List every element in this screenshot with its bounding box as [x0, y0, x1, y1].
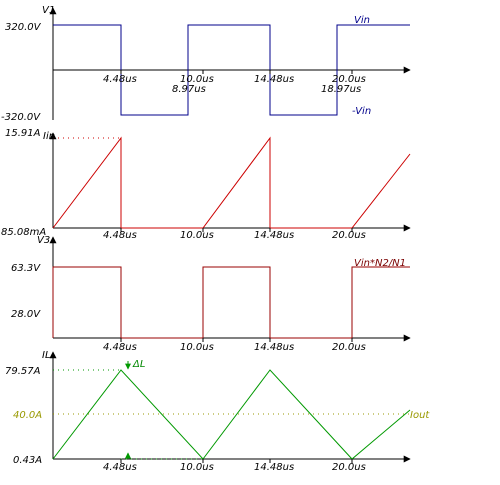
- il-ymid-label: 40.0A: [13, 410, 42, 421]
- panel-v3: V3 63.3V 28.0V 4.48us 10.0us 14.48us 20.…: [11, 235, 411, 353]
- iin-ymax-label: 15.91A: [5, 128, 41, 139]
- v3-trace: [52, 266, 410, 339]
- v3-ymid-label: 28.0V: [11, 309, 41, 320]
- iin-trace: [52, 136, 411, 229]
- v3-x-tick-label: 14.48us: [254, 342, 294, 353]
- v3-signal-label: V3: [37, 235, 50, 246]
- il-x-tick-label: 14.48us: [254, 462, 294, 473]
- il-ymax-label: 79.57A: [5, 366, 41, 377]
- il-ymin-label: 0.43A: [13, 455, 42, 466]
- iin-signal-label: Iin: [43, 131, 55, 142]
- delta-l-label: ΔL: [132, 359, 145, 370]
- v1-ymin-label: -320.0V: [1, 112, 41, 123]
- v1-x-tick-label: 4.48us: [103, 74, 137, 85]
- v3-x-tick-label: 20.0us: [332, 342, 366, 353]
- v1-x-extra-tick-label: 18.97us: [321, 84, 361, 95]
- v1-x-tick-label: 20.0us: [332, 74, 366, 85]
- il-x-tick-label: 4.48us: [103, 462, 137, 473]
- v1-x-extra-tick-label: 8.97us: [172, 84, 206, 95]
- neg-vin-label: -Vin: [352, 106, 371, 117]
- iin-x-tick-label: 14.48us: [254, 230, 294, 241]
- v3-x-tick-label: 4.48us: [103, 342, 137, 353]
- iin-ymin-label: 85.08mA: [1, 227, 46, 238]
- v3-ymax-label: 63.3V: [11, 263, 41, 274]
- v1-x-tick-label: 14.48us: [254, 74, 294, 85]
- iin-x-tick-label: 10.0us: [180, 230, 214, 241]
- il-trace: [52, 369, 411, 460]
- v1-ymax-label: 320.0V: [5, 22, 42, 33]
- iout-label: Iout: [410, 410, 430, 421]
- il-x-tick-label: 20.0us: [332, 462, 366, 473]
- v3-trace-label: Vin*N2/N1: [354, 258, 406, 269]
- v1-signal-label: V1: [42, 5, 55, 16]
- il-x-tick-label: 10.0us: [180, 462, 214, 473]
- vin-label: Vin: [354, 15, 370, 26]
- panel-v1: V1 320.0V -320.0V 4.48us 10.0us 14.48us …: [1, 5, 411, 123]
- panel-iin: Iin 15.91A 85.08mA 4.48us 10.0us 14.48us…: [1, 128, 411, 241]
- v1-x-tick-label: 10.0us: [180, 74, 214, 85]
- iin-x-tick-label: 4.48us: [103, 230, 137, 241]
- v3-x-tick-label: 10.0us: [180, 342, 214, 353]
- iin-x-tick-label: 20.0us: [332, 230, 366, 241]
- panel-il: IL 79.57A 40.0A 0.43A 4.48us 10.0us 14.4…: [5, 350, 430, 473]
- il-signal-label: IL: [42, 350, 51, 361]
